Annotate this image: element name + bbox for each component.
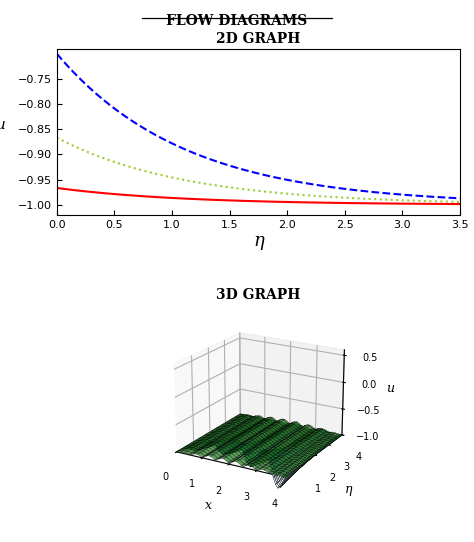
Title: 3D GRAPH: 3D GRAPH xyxy=(216,288,301,302)
$e_p=0.3$ xyxy=(292,178,298,185)
$e_p=0.1$ xyxy=(292,199,298,205)
$e_p=0.1$ xyxy=(457,201,463,207)
Y-axis label: η: η xyxy=(345,483,352,496)
Line: $e_p=0.3$: $e_p=0.3$ xyxy=(57,54,460,198)
Line: $e_p=0.2$: $e_p=0.2$ xyxy=(57,138,460,202)
Title: 2D GRAPH: 2D GRAPH xyxy=(216,32,301,46)
$e_p=0.3$ xyxy=(419,193,425,199)
$e_p=0.3$ xyxy=(393,191,399,197)
$e_p=0.2$ xyxy=(292,191,298,198)
$e_p=0.3$ xyxy=(457,195,463,202)
$e_p=0.3$ xyxy=(54,50,60,57)
Line: $e_p=0.1$: $e_p=0.1$ xyxy=(57,188,460,204)
$e_p=0.1$ xyxy=(54,185,60,191)
$e_p=0.2$ xyxy=(393,197,399,203)
$e_p=0.2$ xyxy=(457,199,463,205)
$e_p=0.2$ xyxy=(294,191,300,198)
$e_p=0.2$ xyxy=(55,135,61,141)
X-axis label: η: η xyxy=(253,233,264,250)
$e_p=0.1$ xyxy=(294,199,300,205)
$e_p=0.2$ xyxy=(301,192,306,198)
$e_p=0.1$ xyxy=(55,185,61,191)
$e_p=0.2$ xyxy=(419,198,425,204)
$e_p=0.3$ xyxy=(294,178,300,185)
$e_p=0.1$ xyxy=(301,199,306,205)
$e_p=0.1$ xyxy=(393,201,399,207)
X-axis label: x: x xyxy=(205,499,212,512)
Y-axis label: u: u xyxy=(0,118,6,132)
$e_p=0.2$ xyxy=(54,134,60,141)
Text: FLOW DIAGRAMS: FLOW DIAGRAMS xyxy=(166,14,308,28)
$e_p=0.3$ xyxy=(301,179,306,186)
$e_p=0.3$ xyxy=(55,52,61,59)
$e_p=0.1$ xyxy=(419,201,425,207)
